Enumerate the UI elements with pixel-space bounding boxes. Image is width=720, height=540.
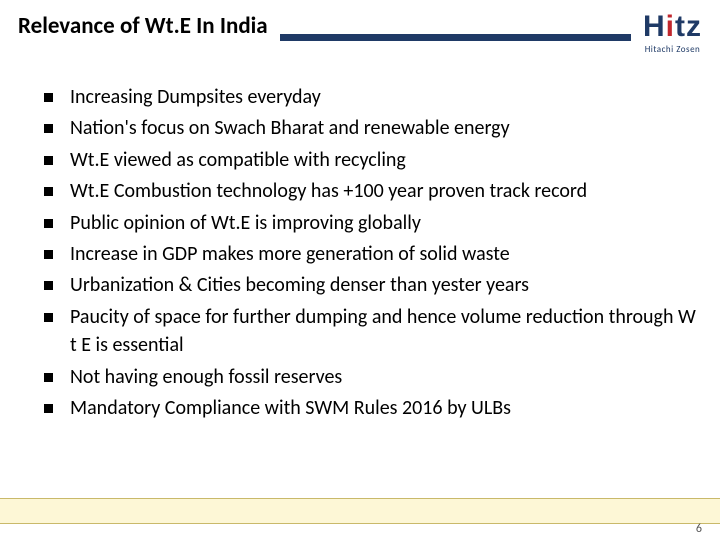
list-item: Increase in GDP makes more generation of…: [44, 240, 696, 268]
list-item: Mandatory Compliance with SWM Rules 2016…: [44, 394, 696, 422]
logo-main: Hitz: [643, 12, 702, 42]
page-number: 6: [696, 522, 702, 536]
list-item: Not having enough fossil reserves: [44, 363, 696, 391]
list-item: Wt.E viewed as compatible with recycling: [44, 146, 696, 174]
logo: Hitz Hitachi Zosen: [643, 12, 702, 55]
content-area: Increasing Dumpsites everyday Nation's f…: [0, 55, 720, 422]
list-item: Nation's focus on Swach Bharat and renew…: [44, 114, 696, 142]
slide-title: Relevance of Wt.E In India: [18, 12, 268, 40]
list-item: Public opinion of Wt.E is improving glob…: [44, 209, 696, 237]
list-item: Urbanization & Cities becoming denser th…: [44, 271, 696, 299]
footer-band: [0, 498, 720, 524]
list-item: Increasing Dumpsites everyday: [44, 83, 696, 111]
title-rule: [280, 34, 631, 41]
bullet-list: Increasing Dumpsites everyday Nation's f…: [44, 83, 696, 422]
title-rule-wrap: [280, 12, 631, 41]
header: Relevance of Wt.E In India Hitz Hitachi …: [0, 0, 720, 55]
list-item: Paucity of space for further dumping and…: [44, 303, 696, 360]
slide: Relevance of Wt.E In India Hitz Hitachi …: [0, 0, 720, 540]
list-item: Wt.E Combustion technology has +100 year…: [44, 177, 696, 205]
logo-sub: Hitachi Zosen: [645, 44, 701, 55]
